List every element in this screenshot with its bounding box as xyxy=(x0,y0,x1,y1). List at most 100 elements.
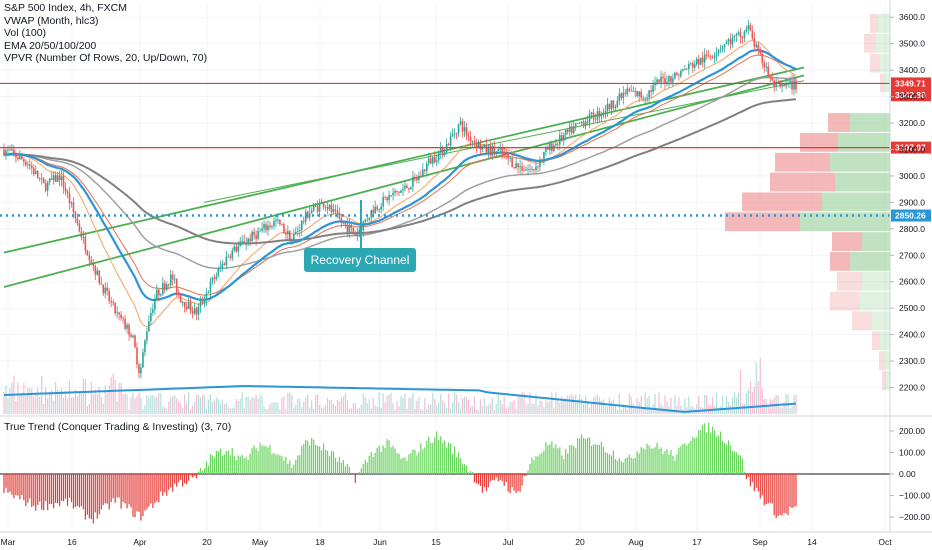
candle-body xyxy=(169,274,172,286)
volume-bar xyxy=(479,399,481,414)
candle-body xyxy=(66,191,69,194)
candle-body xyxy=(735,33,738,36)
grid xyxy=(0,4,890,530)
volume-bar xyxy=(330,400,333,414)
volume-bar xyxy=(219,404,221,414)
volume-bar xyxy=(142,409,144,414)
profile-row-down xyxy=(828,113,850,132)
volume-bar xyxy=(706,395,708,414)
volume-bar xyxy=(491,397,493,414)
volume-bar xyxy=(408,397,410,414)
volume-bar xyxy=(422,409,424,414)
volume-bar xyxy=(309,407,311,414)
candle-body xyxy=(539,159,541,167)
candle-body xyxy=(489,146,492,156)
volume-bar xyxy=(338,401,341,414)
candle-body xyxy=(709,56,712,58)
volume-bar xyxy=(503,396,505,414)
volume-bar xyxy=(565,398,567,414)
volume-bar xyxy=(704,394,706,414)
candle-body xyxy=(717,49,720,54)
candle-body xyxy=(410,186,412,190)
candle-body xyxy=(648,90,650,98)
legend-vpvr[interactable]: VPVR (Number Of Rows, 20, Up/Down, 70) xyxy=(4,52,208,65)
candle-body xyxy=(382,196,384,207)
candle-body xyxy=(281,224,283,225)
candle-body xyxy=(558,135,561,145)
volume-bar xyxy=(172,396,174,414)
level-tag xyxy=(891,77,931,90)
candle-body xyxy=(531,168,533,170)
volume-bar xyxy=(561,396,563,414)
ytick-label: 2400.0 xyxy=(899,330,925,340)
volume-bar xyxy=(600,400,603,414)
candle-body xyxy=(348,224,351,233)
volume-bar xyxy=(616,409,618,414)
candle-body xyxy=(660,76,662,83)
candle-body xyxy=(523,170,525,172)
legend-title[interactable]: S&P 500 Index, 4h, FXCM xyxy=(4,2,127,14)
volume-bar xyxy=(612,399,614,414)
volume-bar xyxy=(15,400,17,414)
candle-body xyxy=(483,144,486,147)
volume-bar xyxy=(5,385,7,414)
volume-bar xyxy=(213,400,216,414)
volume-bar xyxy=(283,396,285,414)
candle-body xyxy=(467,135,470,137)
candle-body xyxy=(602,112,605,114)
candle-body xyxy=(388,195,390,201)
candle-body xyxy=(449,136,452,146)
volume-bar xyxy=(320,407,323,414)
candle-body xyxy=(44,183,47,191)
volume-bar xyxy=(209,394,212,414)
candle-body xyxy=(144,340,146,353)
candle-body xyxy=(320,202,323,204)
candle-body xyxy=(537,166,539,168)
candle-body xyxy=(336,210,339,214)
volume-bar xyxy=(614,404,616,414)
volume-bar xyxy=(789,407,791,414)
candle-body xyxy=(429,158,432,164)
volume-bar xyxy=(465,396,468,414)
profile-row-up xyxy=(838,132,890,152)
candle-body xyxy=(566,129,569,133)
volume-bar xyxy=(158,392,160,414)
candle-body xyxy=(316,206,319,212)
volume-bar xyxy=(628,393,630,414)
volume-bar xyxy=(29,388,31,414)
candle-body xyxy=(203,300,206,303)
legend-ema[interactable]: EMA 20/50/100/200 xyxy=(4,39,97,52)
volume-bar xyxy=(446,407,448,414)
volume-bar xyxy=(442,400,444,414)
candle-body xyxy=(628,88,631,91)
legend-volume[interactable]: Vol (100) xyxy=(4,27,47,40)
candle-body xyxy=(505,153,507,155)
volume-bar xyxy=(334,405,337,414)
candle-body xyxy=(779,82,781,87)
candle-body xyxy=(378,209,380,211)
candle-body xyxy=(285,232,287,235)
candle-body xyxy=(680,70,682,77)
volume-bar xyxy=(584,395,587,414)
candle-body xyxy=(572,126,575,134)
volume-bar xyxy=(358,407,360,414)
candle-body xyxy=(404,185,406,190)
candle-body xyxy=(527,169,529,171)
candle-body xyxy=(509,158,511,159)
volume-bar xyxy=(19,393,21,414)
candle-body xyxy=(757,44,760,50)
indicator-title[interactable]: True Trend (Conquer Trading & Investing)… xyxy=(4,421,232,433)
candle-body xyxy=(499,148,502,150)
volume-bar xyxy=(41,375,43,414)
legend-vwap[interactable]: VWAP (Month, hlc3) xyxy=(4,14,99,27)
candle-body xyxy=(699,57,702,65)
candle-body xyxy=(177,292,180,295)
candle-body xyxy=(610,100,613,110)
candle-body xyxy=(372,209,375,214)
volume-bar xyxy=(376,406,378,414)
candle-body xyxy=(519,166,521,168)
candle-body xyxy=(217,268,220,276)
volume-bar xyxy=(114,379,116,414)
recovery-channel-lines xyxy=(3,66,805,288)
